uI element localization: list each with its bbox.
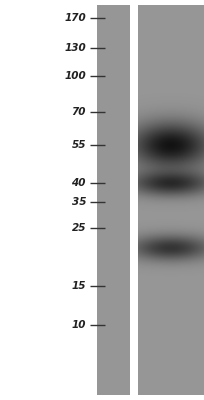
- Text: 100: 100: [64, 71, 86, 81]
- Bar: [97, 5, 130, 395]
- Text: 70: 70: [71, 107, 86, 117]
- Text: 35: 35: [71, 197, 86, 207]
- Text: 55: 55: [71, 140, 86, 150]
- Text: 25: 25: [71, 223, 86, 233]
- Text: 15: 15: [71, 281, 86, 291]
- Bar: [138, 5, 204, 395]
- Text: 170: 170: [64, 13, 86, 23]
- Bar: [130, 5, 138, 395]
- Text: 40: 40: [71, 178, 86, 188]
- Text: 10: 10: [71, 320, 86, 330]
- Text: 130: 130: [64, 43, 86, 53]
